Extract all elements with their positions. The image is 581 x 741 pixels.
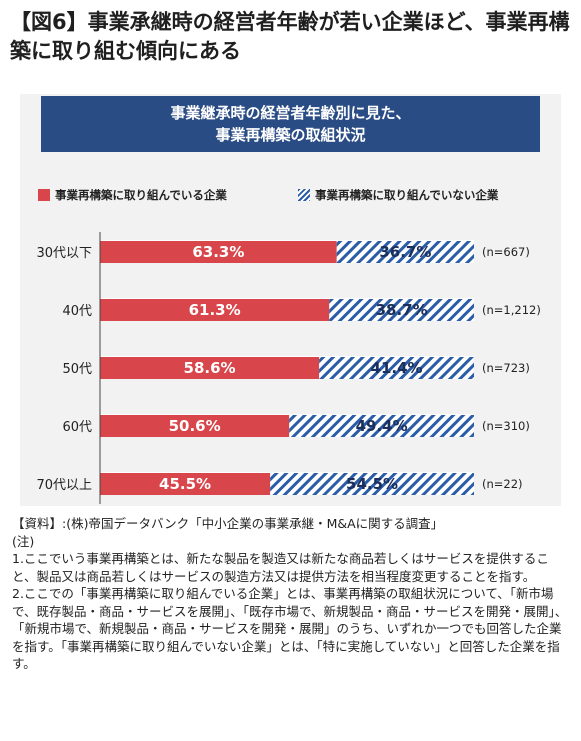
- figure-headline: 【図6】事業承継時の経営者年齢が若い企業ほど、事業再構築に取り組む傾向にある: [10, 10, 570, 63]
- chart-panel: 事業継承時の経営者年齢別に見た、 事業再構築の取組状況 事業再構築に取り組んでい…: [20, 94, 561, 506]
- sample-size-label: (n=22): [482, 477, 523, 491]
- sample-size-label: (n=667): [482, 245, 530, 259]
- data-label-not-engaged: 49.4%: [356, 417, 408, 435]
- chart-title: 事業継承時の経営者年齢別に見た、 事業再構築の取組状況: [41, 96, 540, 152]
- bar-not-engaged: [289, 415, 474, 437]
- legend-label-not-engaged: 事業再構築に取り組んでいない企業: [315, 188, 499, 202]
- data-label-engaged: 58.6%: [184, 359, 236, 377]
- notes-label: (注): [12, 533, 35, 549]
- bar-engaged: [100, 241, 337, 263]
- sample-size-label: (n=1,212): [482, 303, 541, 317]
- stacked-bar-chart: 30代以下 63.3% 36.7% (n=667) 40代 61.3% 38.7% (n=1,…: [36, 232, 541, 504]
- bar-not-engaged: [336, 241, 474, 263]
- data-label-not-engaged: 41.4%: [371, 359, 423, 377]
- source-note: 【資料】:(株)帝国データバンク「中小企業の事業承継・M&Aに関する調査」: [12, 516, 444, 531]
- data-label-not-engaged: 38.7%: [376, 301, 428, 319]
- note-1: 1.ここでいう事業再構築とは、新たな製品を製造又は新たな商品若しくはサービスを提…: [12, 551, 549, 584]
- bar-engaged: [100, 299, 330, 321]
- category-label: 40代: [62, 304, 92, 319]
- category-label: 60代: [62, 420, 92, 435]
- legend-swatch-engaged: [38, 189, 50, 201]
- bar-not-engaged: [270, 473, 474, 495]
- data-label-engaged: 63.3%: [192, 243, 244, 261]
- chart-title-line1: 事業継承時の経営者年齢別に見た、: [170, 104, 411, 122]
- notes-section: 【資料】:(株)帝国データバンク「中小企業の事業承継・M&Aに関する調査」 (注…: [12, 515, 572, 673]
- data-label-engaged: 45.5%: [159, 475, 211, 493]
- note-2: 2.ここでの「事業再構築に取り組んでいる企業」とは、事業再構築の取組状況について…: [12, 586, 568, 671]
- data-label-engaged: 61.3%: [189, 301, 241, 319]
- bar-not-engaged: [319, 357, 474, 379]
- data-label-engaged: 50.6%: [169, 417, 221, 435]
- data-label-not-engaged: 54.5%: [346, 475, 398, 493]
- legend-item-not-engaged: 事業再構築に取り組んでいない企業: [298, 187, 498, 203]
- category-label: 50代: [62, 362, 92, 377]
- sample-size-label: (n=723): [482, 361, 530, 375]
- bar-not-engaged: [329, 299, 474, 321]
- legend-swatch-not-engaged: [298, 189, 310, 201]
- chart-legend: 事業再構築に取り組んでいる企業 事業再構築に取り組んでいない企業: [20, 187, 561, 207]
- chart-title-line2: 事業再構築の取組状況: [215, 126, 366, 144]
- data-label-not-engaged: 36.7%: [379, 243, 431, 261]
- legend-item-engaged: 事業再構築に取り組んでいる企業: [38, 187, 227, 203]
- category-label: 70代以上: [36, 478, 92, 493]
- category-label: 30代以下: [36, 246, 92, 261]
- bar-engaged: [100, 473, 271, 495]
- bar-engaged: [100, 357, 320, 379]
- sample-size-label: (n=310): [482, 419, 530, 433]
- bar-engaged: [100, 415, 290, 437]
- legend-label-engaged: 事業再構築に取り組んでいる企業: [55, 188, 227, 202]
